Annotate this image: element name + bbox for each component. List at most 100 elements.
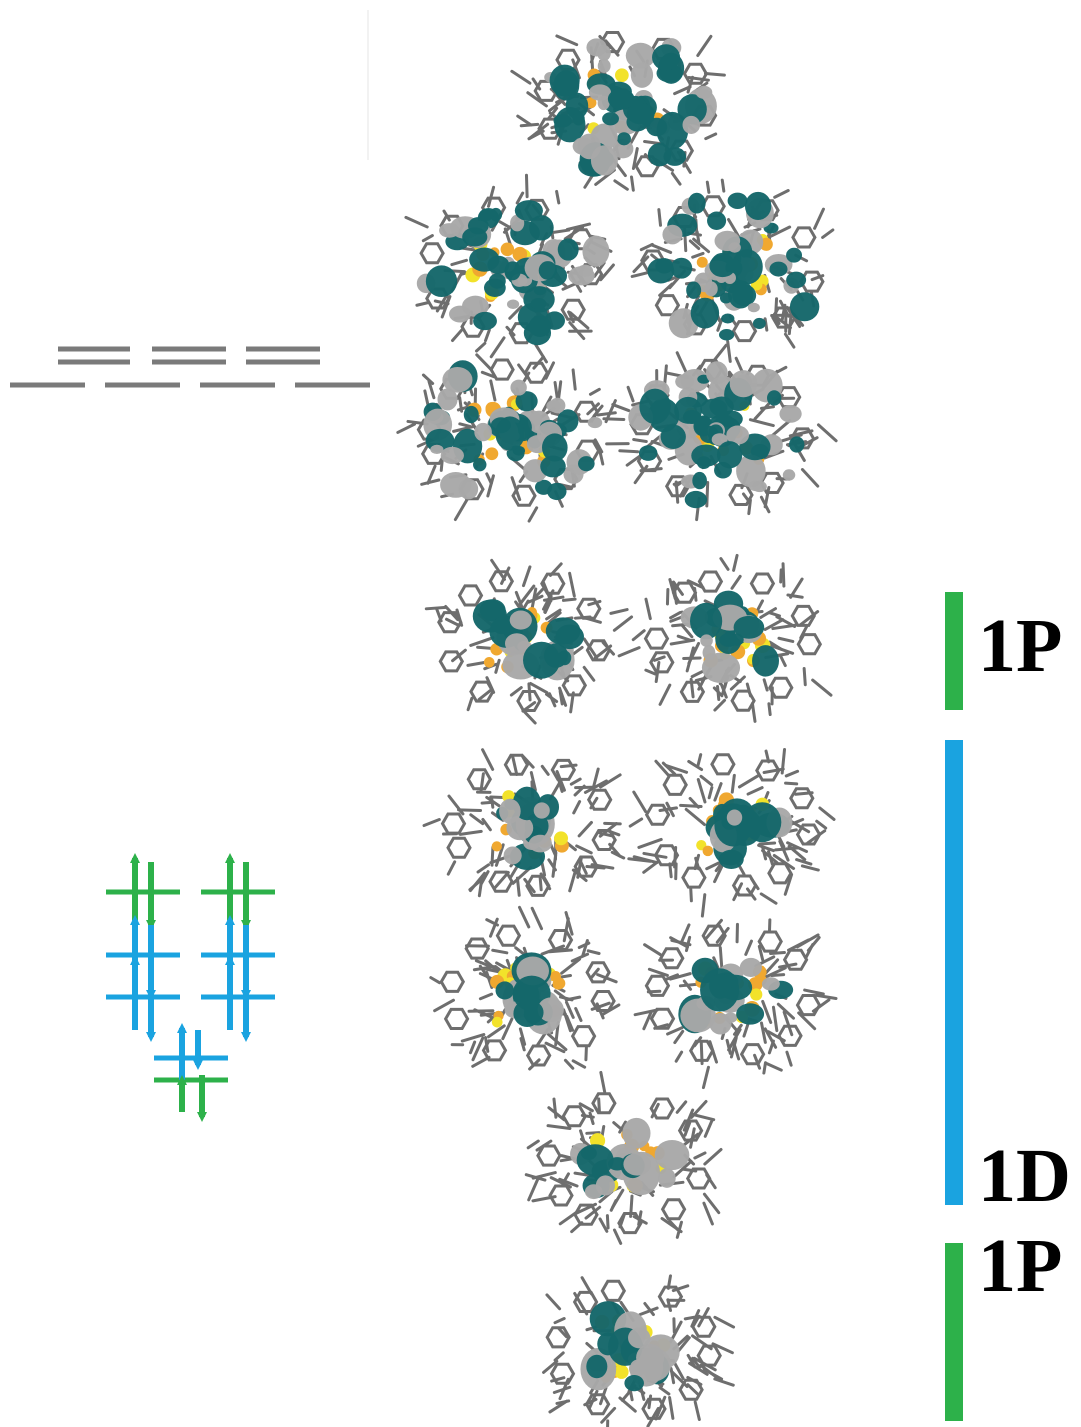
bond bbox=[730, 773, 736, 794]
bond bbox=[553, 380, 559, 401]
bond bbox=[816, 423, 838, 443]
phenyl-ring bbox=[739, 1043, 766, 1066]
bond bbox=[699, 774, 714, 787]
bond bbox=[642, 860, 659, 874]
bond bbox=[611, 1188, 625, 1209]
bond bbox=[780, 747, 787, 775]
orbital-lobe bbox=[718, 329, 735, 341]
bond bbox=[675, 351, 688, 373]
bond bbox=[585, 1131, 601, 1135]
bond bbox=[618, 1120, 627, 1134]
phenyl-ring bbox=[561, 674, 588, 697]
bond bbox=[588, 387, 601, 396]
phenyl-ring bbox=[677, 1119, 704, 1142]
phenyl-ring bbox=[644, 974, 671, 997]
bond bbox=[422, 817, 441, 828]
orbital-lobe bbox=[503, 846, 522, 865]
bond bbox=[768, 640, 784, 651]
atom bbox=[500, 242, 515, 257]
atom bbox=[483, 656, 495, 668]
orbital-lobe bbox=[467, 217, 489, 235]
bond bbox=[712, 686, 724, 698]
atom bbox=[750, 988, 763, 1001]
bond bbox=[686, 1383, 700, 1396]
phenyl-ring bbox=[789, 787, 815, 810]
bond bbox=[510, 69, 532, 85]
orbital-lobe bbox=[586, 1354, 608, 1379]
bond bbox=[553, 1351, 565, 1362]
bond bbox=[545, 1293, 562, 1311]
orbital-lobe bbox=[540, 455, 566, 478]
band-1p-upper bbox=[945, 592, 963, 710]
phenyl-ring bbox=[795, 994, 822, 1017]
phenyl-ring bbox=[681, 866, 707, 889]
bond bbox=[527, 1176, 540, 1202]
bond bbox=[633, 464, 649, 485]
bond bbox=[582, 637, 599, 660]
orbital-lobe bbox=[677, 94, 707, 125]
orbital-lobe bbox=[617, 132, 631, 146]
bond bbox=[483, 967, 501, 974]
bond bbox=[598, 450, 605, 466]
bond bbox=[516, 114, 533, 127]
orbital-lobe bbox=[682, 115, 701, 134]
bond bbox=[426, 464, 437, 485]
bond bbox=[774, 846, 800, 852]
orbital-lobe bbox=[726, 809, 743, 826]
orbital-unocc-1 bbox=[404, 173, 615, 364]
orbital-lobe bbox=[533, 802, 550, 819]
orbital-1d-5 bbox=[524, 1070, 723, 1245]
bond bbox=[524, 1173, 547, 1182]
atom bbox=[491, 841, 502, 852]
orbital-1d-4 bbox=[633, 918, 838, 1090]
orbital-lobe bbox=[602, 112, 619, 126]
bond bbox=[468, 1040, 477, 1055]
bond bbox=[632, 855, 659, 865]
atom bbox=[550, 971, 561, 982]
bond bbox=[643, 943, 662, 957]
orbital-lobe bbox=[684, 490, 708, 509]
atom bbox=[512, 246, 528, 262]
bond bbox=[797, 1011, 817, 1031]
orbital-lobe bbox=[623, 1152, 651, 1176]
bond bbox=[821, 228, 835, 239]
bond bbox=[658, 683, 672, 706]
bond bbox=[776, 1002, 795, 1020]
bond bbox=[700, 893, 707, 918]
phenyl-ring bbox=[457, 584, 484, 607]
orbital-lobe bbox=[656, 111, 689, 150]
bond bbox=[538, 876, 543, 892]
bond bbox=[530, 587, 538, 611]
bond bbox=[553, 1317, 566, 1325]
orbital-lobe bbox=[702, 644, 716, 661]
bond bbox=[518, 1027, 527, 1046]
bond bbox=[415, 301, 431, 307]
bond bbox=[800, 864, 820, 872]
bond bbox=[671, 1284, 690, 1293]
bond bbox=[613, 179, 629, 191]
bond bbox=[603, 821, 622, 826]
bond bbox=[769, 225, 792, 238]
bond bbox=[703, 1118, 714, 1138]
orbital-lobe bbox=[729, 633, 744, 646]
bond bbox=[672, 580, 684, 596]
bond bbox=[696, 753, 703, 767]
orbital-lumo-top bbox=[510, 31, 726, 192]
bond bbox=[687, 759, 704, 772]
bond bbox=[549, 228, 571, 235]
bond bbox=[632, 255, 650, 274]
orbital-lobe bbox=[474, 422, 492, 442]
orbital-lobe bbox=[744, 191, 772, 221]
bond bbox=[564, 1000, 575, 1019]
bond bbox=[718, 946, 724, 973]
atom bbox=[614, 1364, 629, 1379]
bond bbox=[508, 305, 523, 320]
bond bbox=[696, 778, 707, 804]
bond bbox=[605, 1214, 610, 1230]
bond bbox=[478, 992, 494, 1001]
orbital-1d-3 bbox=[429, 905, 621, 1071]
bond bbox=[814, 993, 838, 1001]
bond bbox=[584, 1205, 602, 1220]
orbital-lobe bbox=[514, 200, 543, 222]
bond bbox=[771, 1005, 779, 1033]
